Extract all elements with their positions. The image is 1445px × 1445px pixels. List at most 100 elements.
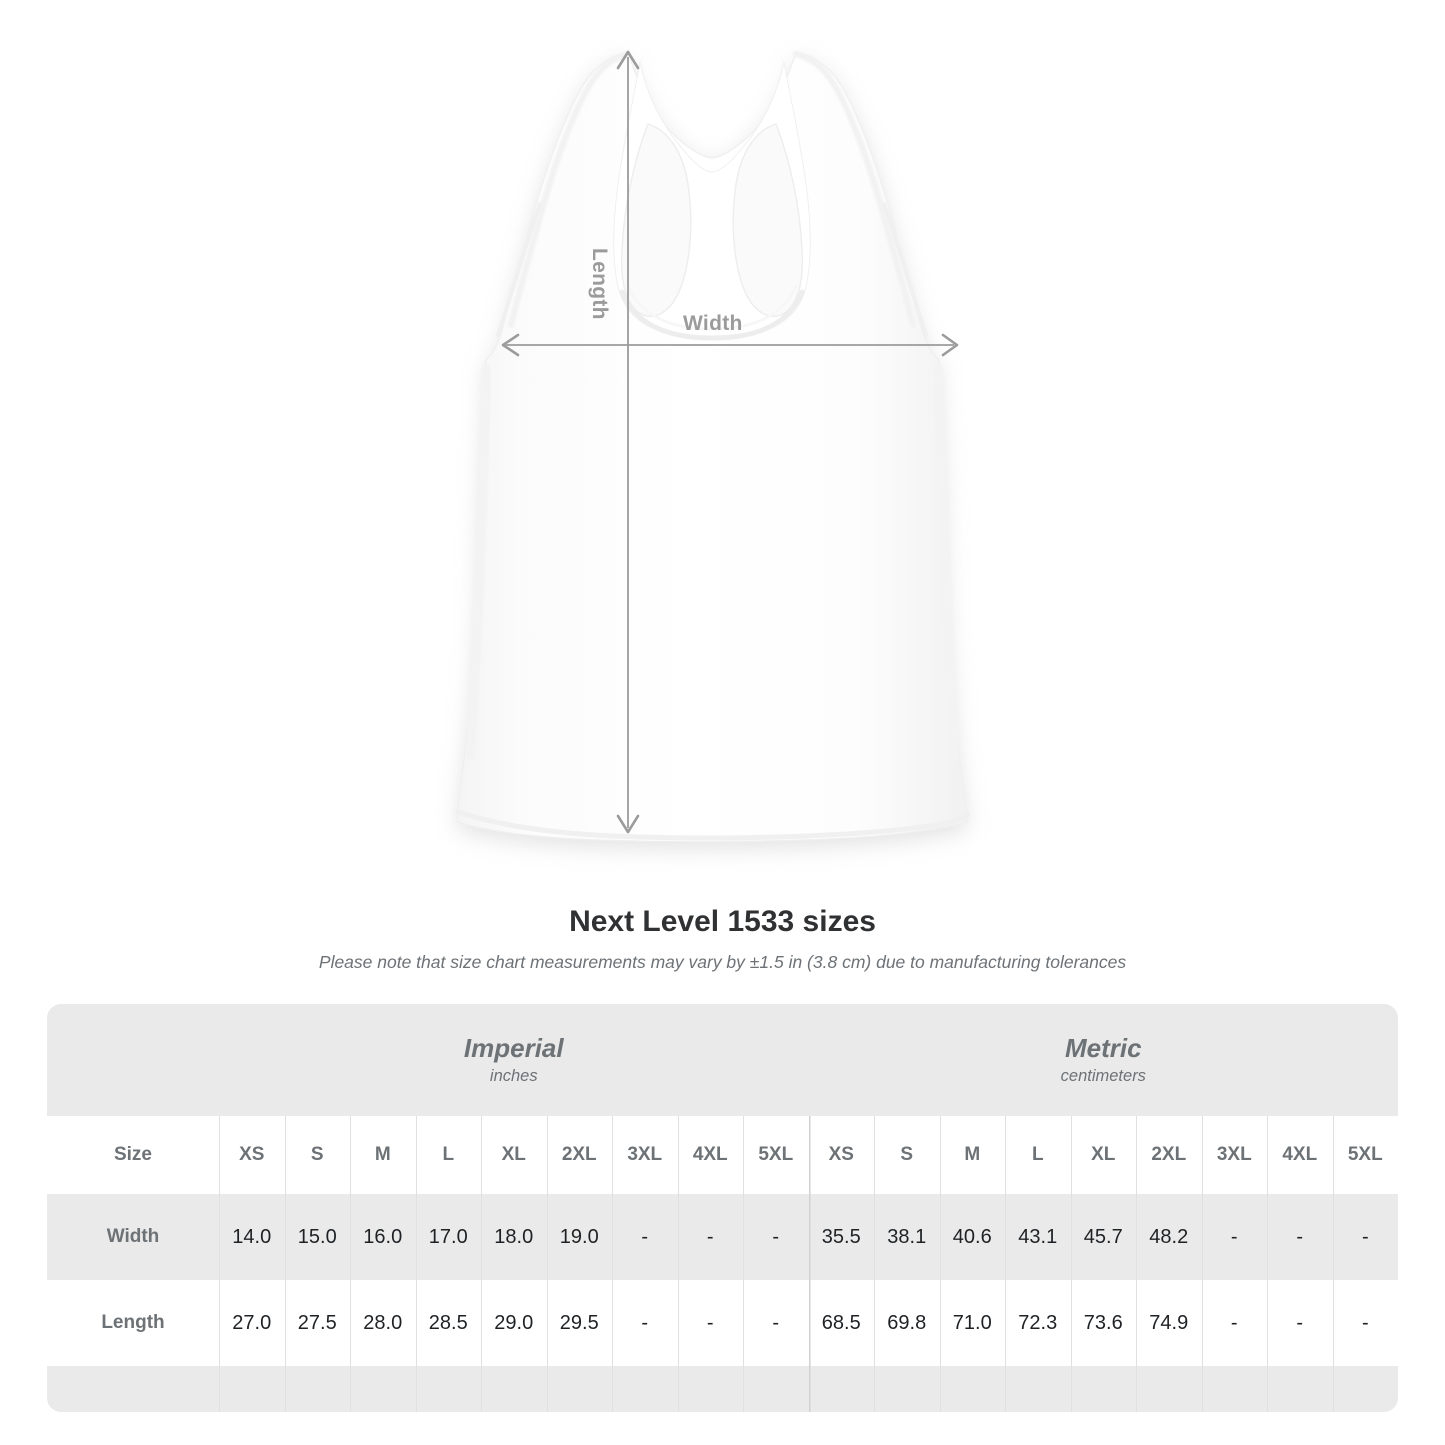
neck-binding: [619, 289, 805, 341]
footer-cell: [874, 1366, 940, 1412]
cell-width-metric-xs: 35.5: [808, 1194, 875, 1280]
cell-width-imperial-xl: 18.0: [481, 1194, 547, 1280]
cell-width-metric-xl: 45.7: [1070, 1194, 1137, 1280]
size-chart-table-wrap: Imperial inches Metric centimeters Size XS S M L…: [47, 1004, 1399, 1412]
cell-width-imperial-m: 16.0: [350, 1194, 416, 1280]
cell-length-metric-3xl: -: [1201, 1280, 1268, 1366]
size-header-imperial-4xl: 4XL: [677, 1116, 743, 1194]
table-row: Width 14.0 15.0 16.0 17.0 18.0 19.0- - -35.5 38.1…: [47, 1194, 1399, 1280]
size-header-metric-xs: XS: [808, 1116, 875, 1194]
size-header-metric-4xl: 4XL: [1267, 1116, 1333, 1194]
unit-name: Imperial: [463, 1033, 564, 1064]
row-label-width: Width: [47, 1194, 219, 1280]
cell-width-imperial-2xl: 19.0: [546, 1194, 612, 1280]
unit-subtitle: centimeters: [1060, 1066, 1146, 1085]
unit-header-spacer: [47, 1004, 219, 1116]
size-header-imperial-xl: XL: [481, 1116, 547, 1194]
cell-width-imperial-s: 15.0: [284, 1194, 350, 1280]
footer-cell: [612, 1366, 678, 1412]
unit-subtitle: inches: [489, 1066, 538, 1085]
footer-cell: [350, 1366, 416, 1412]
right-strap-edge: [793, 51, 916, 328]
cell-width-imperial-3xl: -: [612, 1194, 678, 1280]
footer-cell: [808, 1366, 875, 1412]
cell-width-imperial-4xl: -: [677, 1194, 743, 1280]
cell-length-metric-xs: 68.5: [808, 1280, 875, 1366]
cell-length-metric-xl: 73.6: [1070, 1280, 1137, 1366]
cell-length-imperial-4xl: -: [677, 1280, 743, 1366]
tank-body-group: [456, 51, 969, 843]
neck-binding-inner: [626, 284, 798, 331]
size-header-row: Size XS S M L XL 2XL 3XL 4XL 5XL XS S M L XL 2XL 3XL 4XL 5…: [47, 1116, 1399, 1194]
footer-cell: [415, 1366, 481, 1412]
cell-length-imperial-s: 27.5: [284, 1280, 350, 1366]
footer-cell: [677, 1366, 743, 1412]
cell-width-metric-m: 40.6: [939, 1194, 1006, 1280]
unit-name: Metric: [1065, 1033, 1142, 1064]
size-header-imperial-2xl: 2XL: [546, 1116, 612, 1194]
size-header-metric-m: M: [939, 1116, 1006, 1194]
cell-length-metric-m: 71.0: [939, 1280, 1006, 1366]
table-footer-strip: [47, 1366, 1399, 1412]
tank-top-svg: [455, 50, 970, 843]
cell-width-metric-s: 38.1: [874, 1194, 940, 1280]
size-header-imperial-s: S: [284, 1116, 350, 1194]
footer-cell: [1005, 1366, 1071, 1412]
footer-cell: [939, 1366, 1006, 1412]
cell-width-metric-4xl: -: [1267, 1194, 1333, 1280]
cell-length-imperial-2xl: 29.5: [546, 1280, 612, 1366]
cell-length-metric-2xl: 74.9: [1136, 1280, 1202, 1366]
cell-length-metric-4xl: -: [1267, 1280, 1333, 1366]
unit-header-metric: Metric centimeters: [808, 1004, 1399, 1116]
size-header-metric-s: S: [874, 1116, 940, 1194]
cell-length-metric-5xl: -: [1332, 1280, 1399, 1366]
size-column-header: Size: [47, 1116, 219, 1194]
left-shoulder-shade: [496, 202, 542, 337]
footer-cell: [47, 1366, 219, 1412]
length-measure-label: Length: [588, 248, 611, 320]
size-header-imperial-xs: XS: [219, 1116, 285, 1194]
left-side-shade: [465, 365, 492, 760]
cell-length-metric-s: 69.8: [874, 1280, 940, 1366]
footer-cell: [743, 1366, 809, 1412]
cell-length-imperial-xl: 29.0: [481, 1280, 547, 1366]
unit-header-row: Imperial inches Metric centimeters: [47, 1004, 1399, 1116]
garment-illustration: Width Length: [455, 50, 970, 843]
cell-width-metric-l: 43.1: [1005, 1194, 1071, 1280]
cell-width-metric-5xl: -: [1332, 1194, 1399, 1280]
width-measure-arrow: [501, 333, 959, 357]
cell-width-imperial-l: 17.0: [415, 1194, 481, 1280]
size-header-imperial-3xl: 3XL: [612, 1116, 678, 1194]
size-header-imperial-5xl: 5XL: [743, 1116, 809, 1194]
cell-width-metric-2xl: 48.2: [1136, 1194, 1202, 1280]
cell-length-metric-l: 72.3: [1005, 1280, 1071, 1366]
cell-width-imperial-5xl: -: [743, 1194, 809, 1280]
unit-header-imperial: Imperial inches: [219, 1004, 809, 1116]
tank-body-path: [456, 51, 969, 843]
size-header-imperial-m: M: [350, 1116, 416, 1194]
size-header-metric-5xl: 5XL: [1332, 1116, 1399, 1194]
left-armhole: [620, 123, 692, 317]
footer-cell: [1267, 1366, 1333, 1412]
cell-length-imperial-5xl: -: [743, 1280, 809, 1366]
cell-length-imperial-xs: 27.0: [219, 1280, 285, 1366]
cell-length-imperial-m: 28.0: [350, 1280, 416, 1366]
cell-width-imperial-xs: 14.0: [219, 1194, 285, 1280]
size-header-metric-xl: XL: [1070, 1116, 1137, 1194]
tolerance-note: Please note that size chart measurements…: [318, 952, 1127, 972]
footer-cell: [546, 1366, 612, 1412]
cell-width-metric-3xl: -: [1201, 1194, 1268, 1280]
width-measure-label: Width: [683, 312, 743, 335]
footer-cell: [1136, 1366, 1202, 1412]
footer-cell: [1070, 1366, 1137, 1412]
size-header-metric-2xl: 2XL: [1136, 1116, 1202, 1194]
size-header-imperial-l: L: [415, 1116, 481, 1194]
table-row: Length 27.0 27.5 28.0 28.5 29.0 29.5- - -68.5 69.…: [47, 1280, 1399, 1366]
right-side-shade: [933, 365, 960, 760]
footer-cell: [219, 1366, 285, 1412]
page-title: Next Level 1533 sizes: [569, 905, 876, 938]
size-chart-table: Imperial inches Metric centimeters Size XS S M L…: [47, 1004, 1399, 1412]
footer-cell: [481, 1366, 547, 1412]
cell-length-imperial-l: 28.5: [415, 1280, 481, 1366]
size-header-metric-3xl: 3XL: [1201, 1116, 1268, 1194]
